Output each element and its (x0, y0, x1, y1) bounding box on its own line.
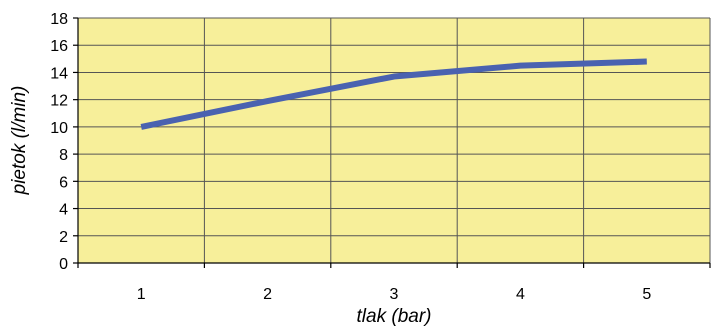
y-tick-labels: 0 2 4 6 8 10 12 14 16 18 (50, 11, 68, 273)
x-tick-label: 1 (137, 286, 146, 303)
y-tick-label: 6 (59, 174, 68, 191)
y-tick-label: 16 (50, 38, 68, 55)
x-tick-label: 2 (263, 286, 272, 303)
y-tick-label: 2 (59, 229, 68, 246)
y-tick-label: 4 (59, 202, 68, 219)
plot-area-background (78, 18, 710, 263)
grid-lines (78, 17, 711, 263)
y-tick-label: 18 (50, 11, 68, 28)
x-tick-label: 5 (642, 286, 651, 303)
x-tick-label: 3 (390, 286, 399, 303)
y-axis-title: pietok (l/min) (9, 86, 30, 196)
x-tick-labels: 1 2 3 4 5 (137, 286, 652, 303)
y-tick-label: 10 (50, 120, 68, 137)
x-axis-title: tlak (bar) (357, 306, 432, 327)
x-tick-label: 4 (516, 286, 525, 303)
axes (73, 17, 711, 268)
y-tick-label: 8 (59, 147, 68, 164)
y-tick-label: 14 (50, 65, 68, 82)
y-tick-label: 0 (59, 256, 68, 273)
y-tick-label: 12 (50, 93, 68, 110)
series-layer (140, 58, 647, 130)
